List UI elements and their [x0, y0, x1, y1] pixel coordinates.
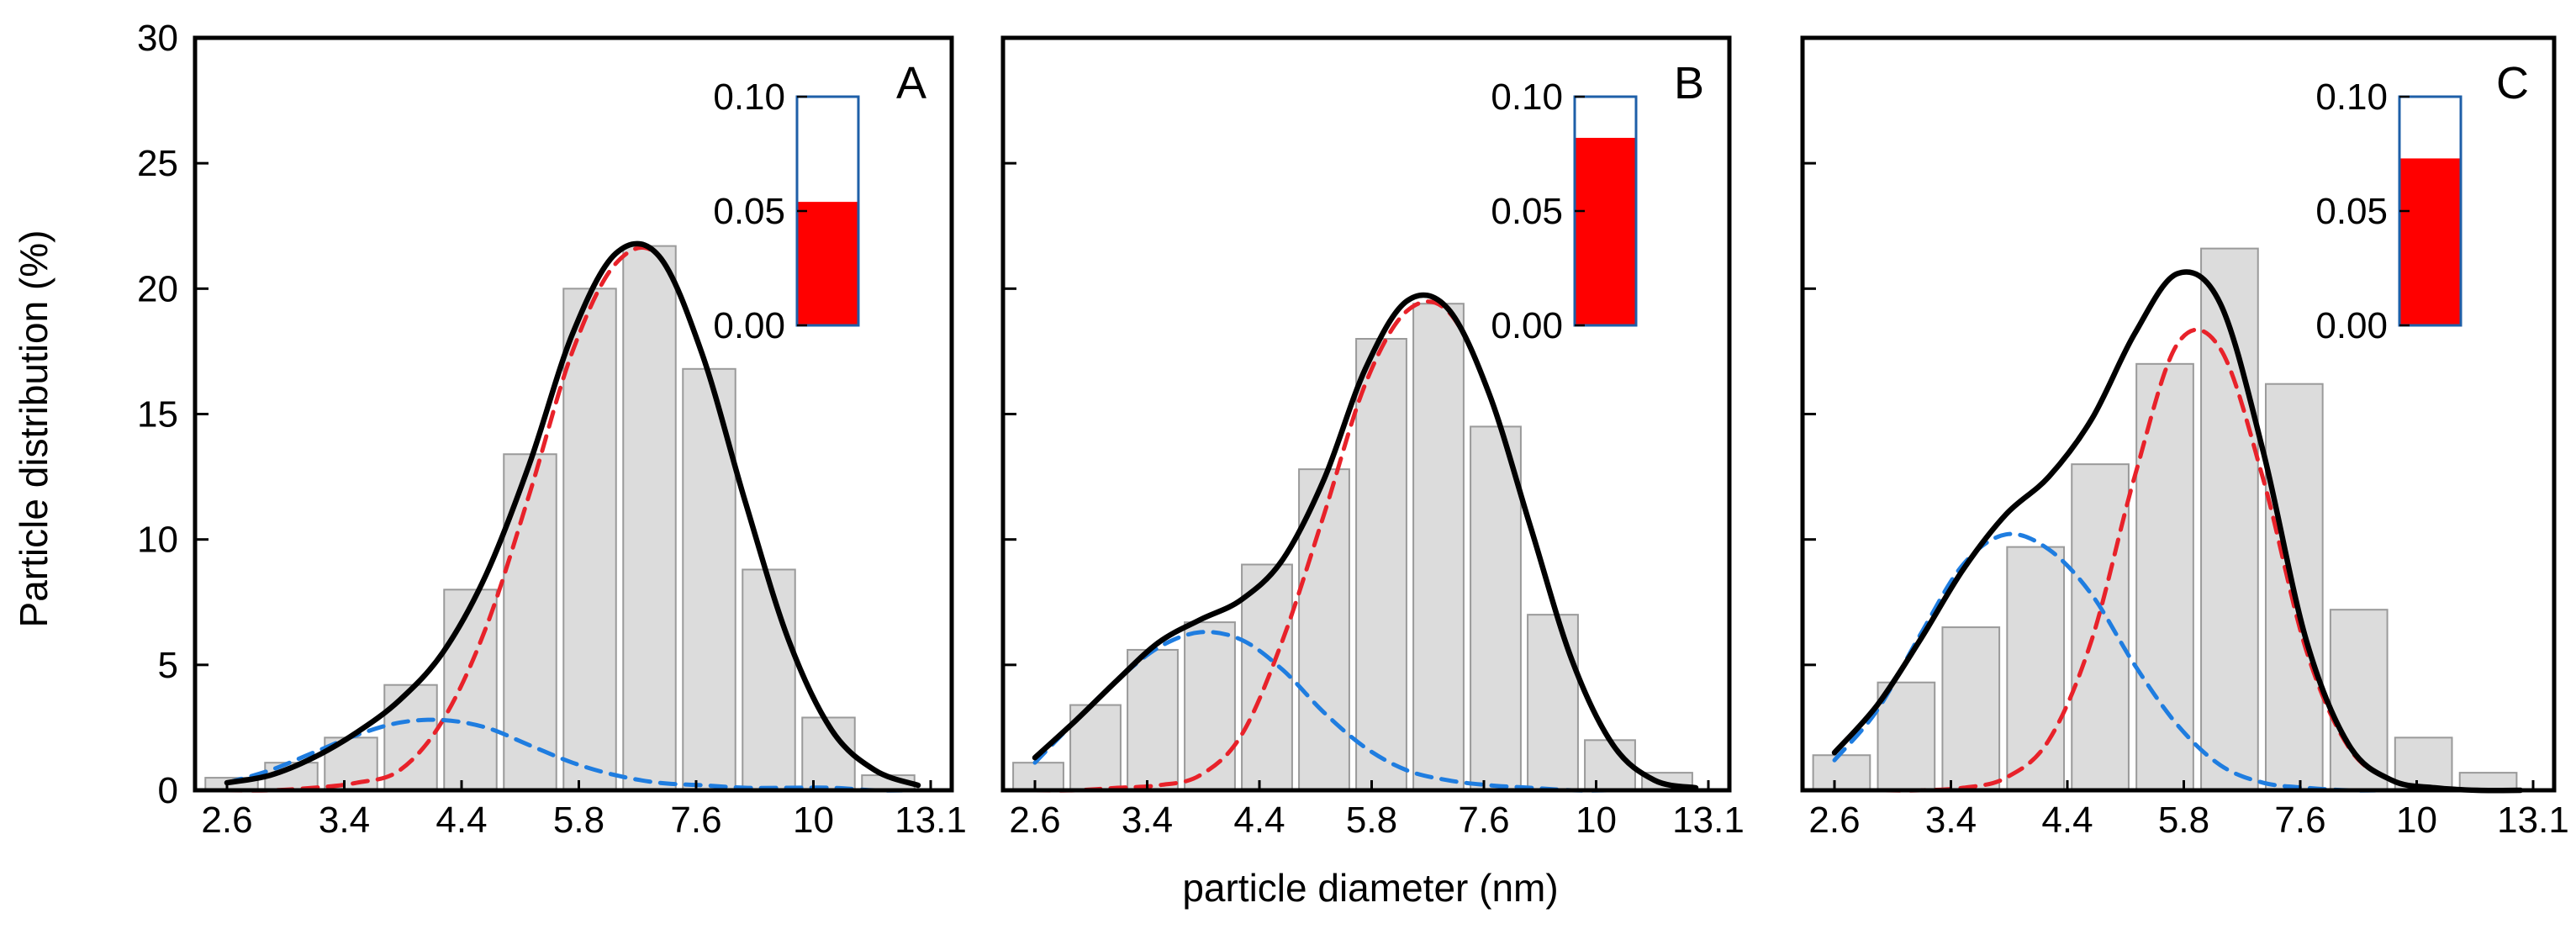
y-tick-label: 30 [137, 18, 178, 59]
x-tick-label: 7.6 [1458, 800, 1509, 841]
histogram-bar [1298, 468, 1350, 792]
x-tick-label: 13.1 [1672, 800, 1745, 841]
y-tick-label: 20 [137, 268, 178, 309]
y-tick-label: 10 [137, 520, 178, 561]
inset-tick-label: 0.05 [713, 191, 785, 232]
x-tick-label: 10 [793, 800, 834, 841]
inset-tick-label: 0.00 [2315, 305, 2388, 346]
panel-c: 2.6 3.4 4.4 5.8 7.6 10 13.1 C 0.00 0.05 0.10 [1800, 35, 2569, 841]
x-tick-label: 4.4 [435, 800, 487, 841]
histogram-bar [562, 288, 617, 792]
histogram-bar [1184, 621, 1236, 791]
histogram-bar [2329, 609, 2389, 792]
histogram-bar [2135, 362, 2194, 791]
histogram-bar [1127, 648, 1179, 792]
x-tick-label: 2.6 [1808, 800, 1860, 841]
y-axis-title: Particle distribution (%) [12, 230, 55, 628]
inset-c: 0.00 0.05 0.10 [2315, 77, 2463, 346]
inset-tick-label: 0.05 [2315, 191, 2388, 232]
total-fit-curve [1032, 292, 1699, 791]
histogram-bar [1527, 614, 1579, 792]
x-tick-label: 2.6 [201, 800, 252, 841]
panel-letter: A [896, 58, 926, 108]
inset-tick-label: 0.10 [1491, 77, 1563, 118]
y-tick-label: 15 [137, 394, 178, 435]
histogram-bar [2071, 463, 2130, 792]
inset-tick-label: 0.00 [1491, 305, 1563, 346]
histogram-bar [2006, 546, 2066, 791]
panel-letter: C [2496, 58, 2529, 108]
histogram-bar [742, 568, 796, 791]
x-axis-title: particle diameter (nm) [1182, 866, 1558, 910]
histogram-bar [1812, 754, 1871, 792]
x-tick-label: 3.4 [1925, 800, 1977, 841]
x-tick-label: 5.8 [553, 800, 604, 841]
x-tick-label: 5.8 [1346, 800, 1397, 841]
x-tick-label: 7.6 [670, 800, 721, 841]
large-particle-fit-curve [1032, 299, 1698, 793]
inset-bar-fill [2399, 158, 2461, 325]
inset-tick-label: 0.10 [713, 77, 785, 118]
x-tick-label: 3.4 [1122, 800, 1173, 841]
y-tick-label: 5 [158, 645, 178, 686]
inset-b: 0.00 0.05 0.10 [1491, 77, 1638, 346]
histogram-bar [622, 245, 677, 792]
inset-tick-label: 0.10 [2315, 77, 2388, 118]
histogram-bar [1941, 626, 2001, 791]
x-tick-label: 13.1 [895, 800, 967, 841]
total-fit-curve [1831, 269, 2524, 794]
histogram-bar [1355, 338, 1407, 791]
inset-a: 0.00 0.05 0.10 [713, 77, 860, 346]
x-tick-label: 4.4 [1233, 800, 1285, 841]
x-tick-label: 3.4 [319, 800, 370, 841]
histogram-bar [1584, 739, 1636, 791]
inset-bar-fill [1575, 137, 1636, 325]
x-tick-label: 10 [1576, 800, 1617, 841]
histogram-bar [1412, 303, 1465, 791]
bars-a [204, 245, 916, 792]
panel-letter: B [1674, 58, 1704, 108]
y-tick-label: 0 [158, 770, 178, 811]
histogram-bar [1877, 681, 1936, 792]
histogram-bar [1012, 762, 1064, 792]
x-tick-label: 5.8 [2158, 800, 2209, 841]
inset-bar-fill [797, 202, 858, 325]
histogram-bar [1470, 425, 1522, 791]
inset-tick-label: 0.05 [1491, 191, 1563, 232]
bars-b [1012, 303, 1693, 792]
histogram-bar [2394, 736, 2453, 791]
x-tick-label: 2.6 [1009, 800, 1060, 841]
inset-tick-label: 0.00 [713, 305, 785, 346]
panel-b: 2.6 3.4 4.4 5.8 7.6 10 13.1 B 0.00 0.05 0.10 [1000, 35, 1745, 841]
total-fit-curve [224, 240, 921, 789]
y-tick-label: 25 [137, 143, 178, 184]
x-tick-label: 10 [2396, 800, 2437, 841]
x-tick-label: 13.1 [2497, 800, 2569, 841]
x-tick-label: 7.6 [2274, 800, 2325, 841]
x-tick-label: 4.4 [2041, 800, 2093, 841]
